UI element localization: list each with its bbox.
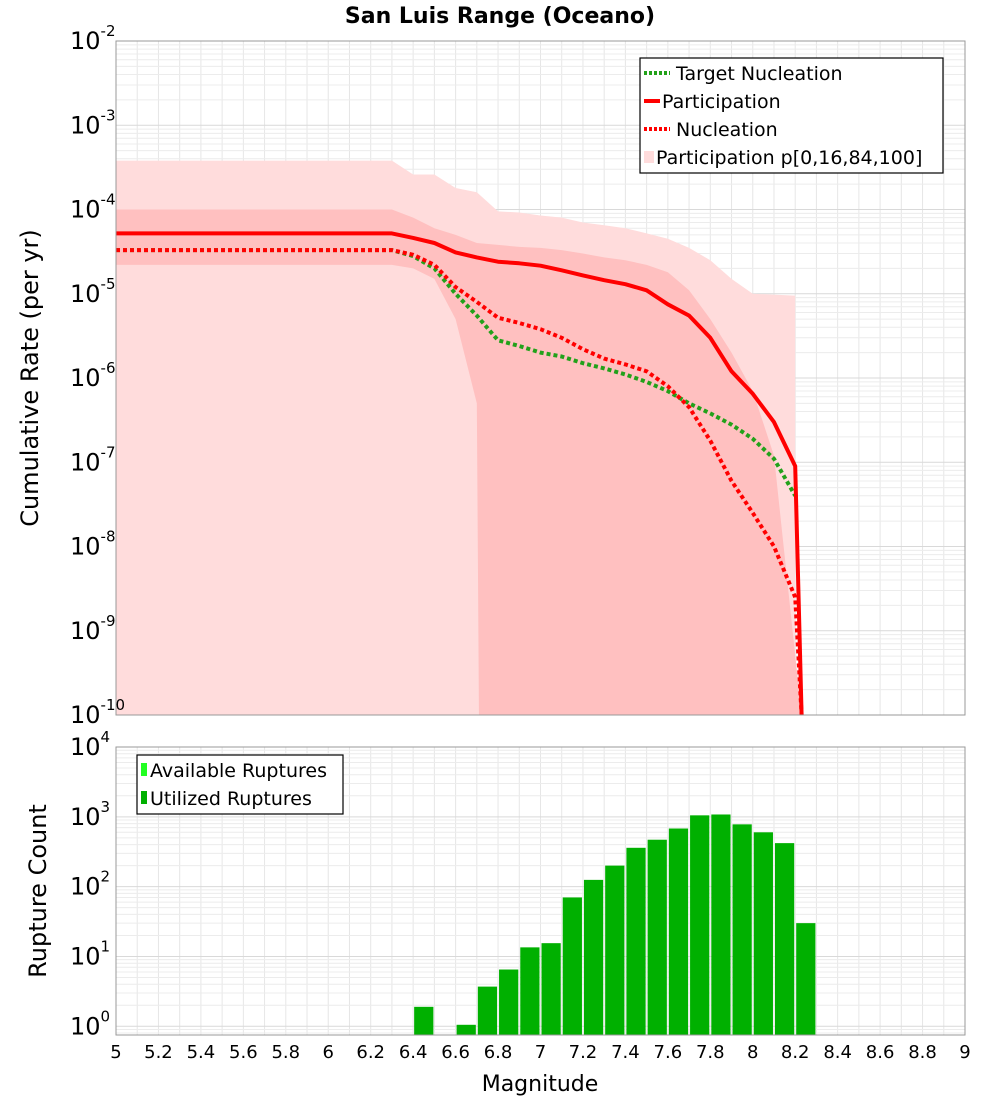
y-tick-label: 10-10 xyxy=(70,696,125,729)
legend-label-available: Available Ruptures xyxy=(150,760,327,782)
y-tick-label: 103 xyxy=(70,798,110,831)
x-tick-label: 6.6 xyxy=(441,1042,470,1063)
bar xyxy=(732,824,752,1035)
count-bars xyxy=(414,814,816,1035)
y-tick-label: 101 xyxy=(70,937,110,970)
x-tick-label: 5.6 xyxy=(229,1042,258,1063)
x-tick-label: 6 xyxy=(323,1042,334,1063)
series-line-0 xyxy=(116,248,797,497)
y-tick-label: 10-8 xyxy=(70,528,116,561)
band-1 xyxy=(116,209,802,715)
series-line-1 xyxy=(116,231,804,716)
chart-title: San Luis Range (Oceano) xyxy=(345,4,655,29)
bar xyxy=(796,923,816,1035)
series-line-2 xyxy=(116,248,804,716)
x-tick-label: 7.6 xyxy=(654,1042,683,1063)
count-legend: Available Ruptures Utilized Ruptures xyxy=(136,754,344,815)
x-axis-label: Magnitude xyxy=(482,1072,599,1097)
x-tick-label: 8.2 xyxy=(781,1042,810,1063)
x-tick-label: 6.4 xyxy=(399,1042,428,1063)
y-tick-label: 10-3 xyxy=(70,106,116,139)
x-tick-label: 7 xyxy=(535,1042,546,1063)
bar xyxy=(456,1024,476,1035)
legend-label-participation: Participation xyxy=(662,91,781,113)
x-tick-label: 8.6 xyxy=(866,1042,895,1063)
count-plot-frame xyxy=(115,746,966,1036)
rate-plot-frame xyxy=(115,40,966,716)
legend-label-participation-band: Participation p[0,16,84,100] xyxy=(656,147,922,169)
count-x-ticks: 5 5.2 5.4 5.6 5.8 6 6.2 6.4 6.6 6.8 7 7.2 7.4 7.6 7.8 8… xyxy=(110,1042,970,1063)
rate-y-ticks: 10-2 10-3 10-4 10-5 10-6 10-7 10-8 10-9 10-10 xyxy=(70,22,125,729)
y-tick-label: 10-5 xyxy=(70,275,116,308)
count-grid xyxy=(115,747,966,1035)
rate-bands xyxy=(116,160,802,716)
bar xyxy=(583,879,604,1035)
bar xyxy=(711,814,731,1035)
bar xyxy=(774,843,795,1035)
x-tick-label: 7.4 xyxy=(611,1042,640,1063)
legend-swatch-utilized xyxy=(141,791,147,804)
x-tick-label: 7.8 xyxy=(696,1042,725,1063)
y-tick-label: 10-7 xyxy=(70,443,116,476)
x-tick-label: 8 xyxy=(747,1042,758,1063)
bar xyxy=(668,828,689,1035)
count-y-ticks: 104 103 102 101 100 xyxy=(70,728,110,1040)
rate-panel: 10-2 10-3 10-4 10-5 10-6 10-7 10-8 10-9 10-10 Cu… xyxy=(16,22,966,729)
x-tick-label: 5.2 xyxy=(144,1042,173,1063)
x-tick-label: 9 xyxy=(959,1042,970,1063)
legend-swatch-participation-band xyxy=(644,151,654,163)
count-y-axis-label: Rupture Count xyxy=(24,804,52,978)
bar xyxy=(626,847,646,1035)
y-tick-label: 102 xyxy=(70,868,110,901)
y-tick-label: 10-9 xyxy=(70,612,116,645)
bar xyxy=(647,839,667,1035)
rate-legend-box xyxy=(639,57,944,174)
bar xyxy=(605,865,625,1035)
bar xyxy=(753,832,773,1035)
x-tick-label: 6.2 xyxy=(356,1042,385,1063)
rate-legend: Target Nucleation Participation Nucleati… xyxy=(639,57,944,174)
bar xyxy=(477,986,498,1035)
y-tick-label: 10-4 xyxy=(70,191,116,224)
x-tick-label: 8.8 xyxy=(908,1042,937,1063)
rate-y-axis-label: Cumulative Rate (per yr) xyxy=(16,229,44,527)
legend-label-target-nucleation: Target Nucleation xyxy=(675,63,843,85)
bar xyxy=(414,1006,434,1035)
legend-swatch-available xyxy=(141,763,147,776)
x-tick-label: 5.8 xyxy=(271,1042,300,1063)
y-tick-label: 104 xyxy=(70,728,110,761)
y-tick-label: 10-6 xyxy=(70,359,116,392)
x-tick-label: 5 xyxy=(110,1042,121,1063)
x-tick-label: 8.4 xyxy=(823,1042,852,1063)
count-legend-box xyxy=(136,754,344,815)
y-tick-label: 10-2 xyxy=(70,22,116,55)
bar xyxy=(520,947,540,1035)
count-panel: 104 103 102 101 100 5 5.2 5.4 5.6 5.8 6 6.2 6.4 6.6 6… xyxy=(24,728,971,1097)
x-tick-label: 6.8 xyxy=(484,1042,513,1063)
x-tick-label: 7.2 xyxy=(569,1042,598,1063)
bar xyxy=(499,969,519,1035)
bar xyxy=(690,815,710,1035)
rate-lines xyxy=(116,231,804,716)
y-tick-label: 100 xyxy=(70,1007,110,1040)
bar xyxy=(541,943,561,1035)
x-tick-label: 5.4 xyxy=(187,1042,216,1063)
bar xyxy=(562,897,582,1035)
legend-label-utilized: Utilized Ruptures xyxy=(150,788,312,810)
legend-label-nucleation: Nucleation xyxy=(676,119,778,141)
